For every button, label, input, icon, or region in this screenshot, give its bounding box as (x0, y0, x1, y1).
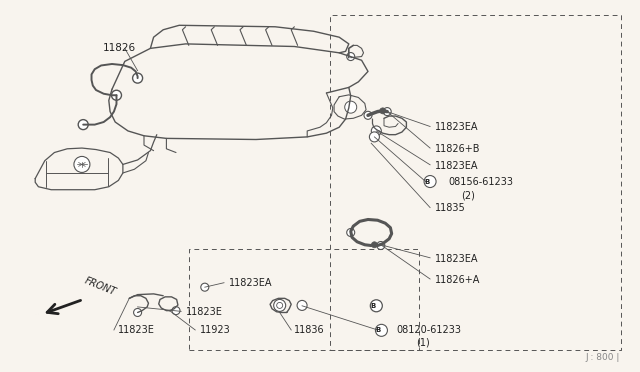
Circle shape (371, 300, 382, 312)
Circle shape (376, 324, 387, 336)
Circle shape (297, 301, 307, 310)
Text: B: B (371, 303, 376, 309)
Circle shape (111, 90, 122, 100)
Text: (2): (2) (461, 190, 475, 200)
Text: 11823EA: 11823EA (229, 279, 273, 288)
Circle shape (134, 308, 141, 317)
Text: 08120-61233: 08120-61233 (397, 326, 462, 335)
Text: B: B (376, 327, 381, 333)
Text: 11826+A: 11826+A (435, 275, 481, 285)
Circle shape (347, 52, 355, 61)
Circle shape (276, 302, 283, 308)
Text: 11823EA: 11823EA (435, 122, 479, 132)
Circle shape (371, 126, 381, 136)
Text: 11826: 11826 (102, 44, 136, 53)
Circle shape (383, 108, 391, 116)
Circle shape (371, 242, 378, 248)
Text: 11823EA: 11823EA (435, 254, 479, 263)
Text: 08156-61233: 08156-61233 (448, 177, 513, 187)
Text: 11823EA: 11823EA (435, 161, 479, 170)
Text: 11836: 11836 (294, 326, 325, 335)
Circle shape (132, 73, 143, 83)
Circle shape (274, 299, 285, 311)
Text: 11823E: 11823E (118, 326, 156, 335)
Circle shape (364, 111, 372, 119)
Text: 11835: 11835 (435, 203, 466, 213)
Text: 11923: 11923 (200, 326, 231, 335)
Text: 11826+B: 11826+B (435, 144, 481, 154)
Text: (1): (1) (416, 337, 429, 347)
Circle shape (369, 132, 380, 142)
Circle shape (172, 307, 180, 315)
Text: B: B (424, 179, 429, 185)
Circle shape (78, 120, 88, 129)
Text: FRONT: FRONT (83, 276, 118, 298)
Text: J : 800 |: J : 800 | (585, 353, 620, 362)
Circle shape (424, 176, 436, 187)
Circle shape (377, 241, 385, 250)
Text: 11823E: 11823E (186, 307, 223, 317)
Circle shape (347, 228, 355, 237)
Circle shape (74, 156, 90, 173)
Circle shape (201, 283, 209, 291)
Circle shape (345, 101, 356, 113)
Circle shape (380, 108, 386, 114)
